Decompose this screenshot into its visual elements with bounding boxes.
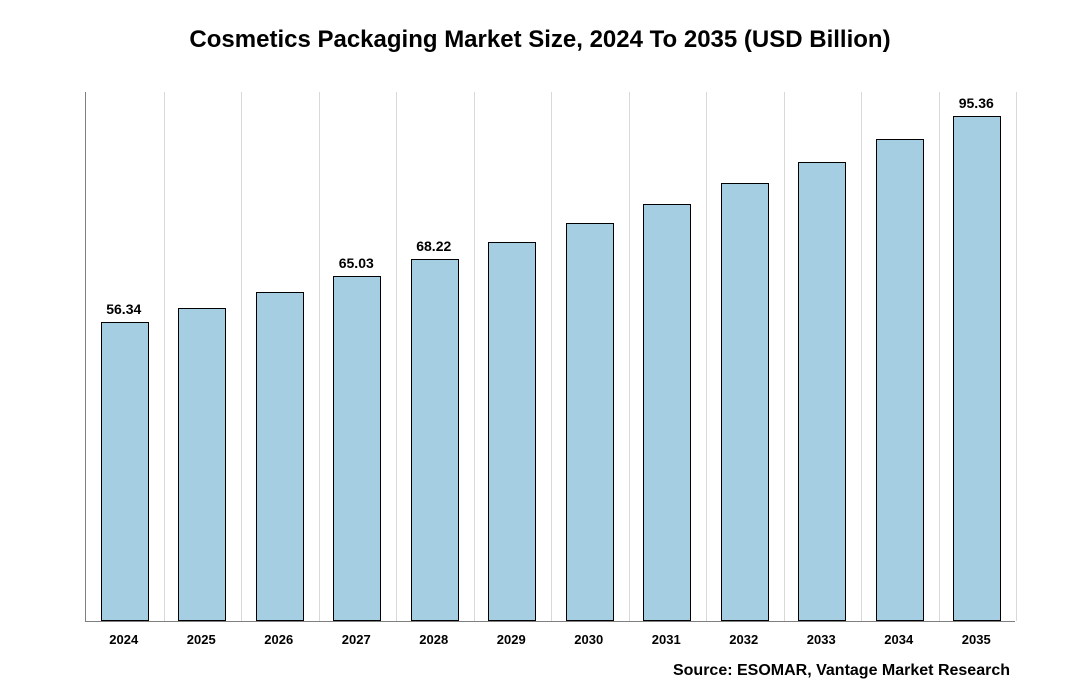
grid-line — [861, 92, 862, 621]
category-label: 2026 — [264, 632, 293, 647]
grid-line — [629, 92, 630, 621]
value-label: 65.03 — [339, 255, 374, 271]
chart-container: Cosmetics Packaging Market Size, 2024 To… — [0, 0, 1080, 700]
category-label: 2033 — [807, 632, 836, 647]
grid-line — [784, 92, 785, 621]
category-label: 2032 — [729, 632, 758, 647]
grid-line — [939, 92, 940, 621]
chart-title: Cosmetics Packaging Market Size, 2024 To… — [0, 26, 1080, 54]
category-label: 2030 — [574, 632, 603, 647]
grid-line — [1016, 92, 1017, 621]
category-label: 2025 — [187, 632, 216, 647]
category-label: 2024 — [109, 632, 138, 647]
bar — [101, 322, 149, 621]
bar — [721, 183, 769, 621]
category-label: 2035 — [962, 632, 991, 647]
category-label: 2034 — [884, 632, 913, 647]
bar — [953, 116, 1001, 621]
value-label: 95.36 — [959, 95, 994, 111]
bar — [411, 259, 459, 621]
bar — [488, 242, 536, 621]
bar — [876, 139, 924, 621]
plot-area — [85, 92, 1015, 622]
grid-line — [319, 92, 320, 621]
value-label: 56.34 — [106, 301, 141, 317]
category-label: 2031 — [652, 632, 681, 647]
grid-line — [551, 92, 552, 621]
grid-line — [241, 92, 242, 621]
grid-line — [706, 92, 707, 621]
grid-line — [164, 92, 165, 621]
grid-line — [396, 92, 397, 621]
category-label: 2029 — [497, 632, 526, 647]
category-label: 2027 — [342, 632, 371, 647]
source-attribution: Source: ESOMAR, Vantage Market Research — [673, 662, 1010, 680]
bar — [333, 276, 381, 621]
bar — [798, 162, 846, 621]
grid-line — [474, 92, 475, 621]
bar — [566, 223, 614, 621]
value-label: 68.22 — [416, 238, 451, 254]
bar — [178, 308, 226, 621]
category-label: 2028 — [419, 632, 448, 647]
bar — [643, 204, 691, 621]
bar — [256, 292, 304, 621]
